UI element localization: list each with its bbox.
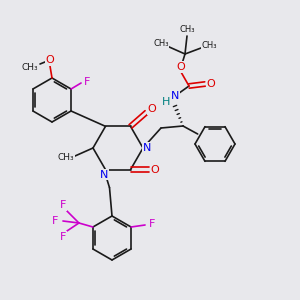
Text: CH₃: CH₃ [201,41,217,50]
Text: F: F [84,77,90,87]
Text: O: O [147,104,156,114]
Text: CH₃: CH₃ [22,62,38,71]
Text: F: F [149,219,155,229]
Text: F: F [60,200,66,210]
Text: N: N [100,170,109,180]
Text: O: O [207,79,215,89]
Text: O: O [177,62,185,72]
Text: CH₃: CH₃ [58,154,74,163]
Text: O: O [46,55,54,65]
Text: F: F [60,232,66,242]
Text: O: O [150,165,159,175]
Text: CH₃: CH₃ [179,26,195,34]
Text: H: H [162,97,170,107]
Text: N: N [143,143,151,153]
Text: CH₃: CH₃ [153,40,169,49]
Text: F: F [52,216,58,226]
Text: N: N [171,91,179,101]
